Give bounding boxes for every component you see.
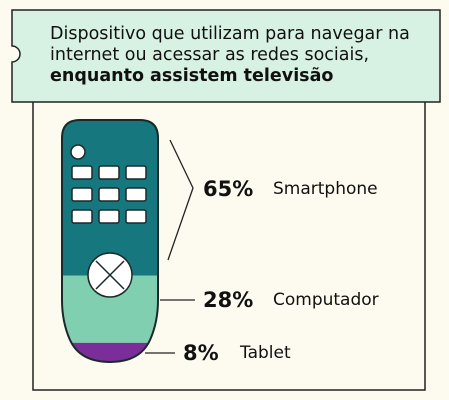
chart-title: Dispositivo que utilizam para navegar na… [50,24,435,87]
title-emphasis: enquanto assistem televisão [50,66,334,86]
category-label: Smartphone [273,179,378,199]
value-label: 65% [203,177,253,201]
title-banner [11,9,441,103]
title-text: Dispositivo que utilizam para navegar na… [50,24,410,65]
category-label: Tablet [239,343,291,363]
category-label: Computador [273,290,379,310]
frame [32,102,426,391]
value-label: 28% [203,288,253,312]
remote-buttons [70,144,147,298]
remote-outline [61,119,159,364]
leader-lines [145,139,195,354]
value-label: 8% [183,341,219,365]
